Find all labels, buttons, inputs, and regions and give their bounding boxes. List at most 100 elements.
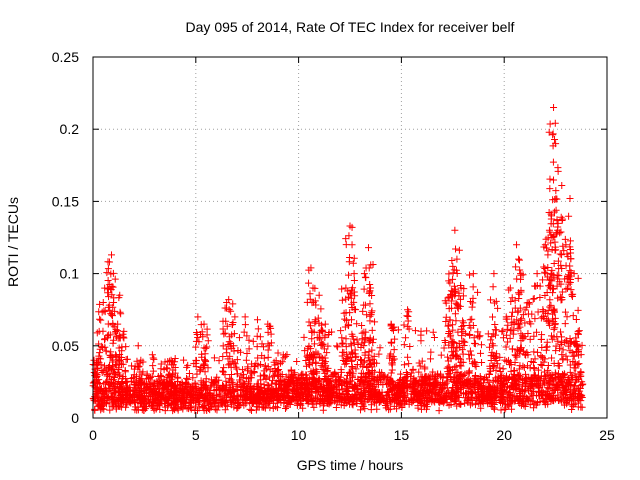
data-point bbox=[346, 222, 354, 230]
data-point bbox=[221, 398, 229, 406]
data-point bbox=[356, 356, 364, 364]
data-point bbox=[246, 405, 254, 413]
data-point bbox=[390, 402, 398, 410]
data-point bbox=[248, 407, 256, 415]
data-point bbox=[515, 290, 523, 298]
data-point bbox=[353, 385, 361, 393]
data-point bbox=[242, 397, 250, 405]
data-point bbox=[345, 232, 353, 240]
data-point bbox=[229, 392, 237, 400]
data-point bbox=[554, 226, 562, 234]
data-point bbox=[194, 406, 202, 414]
data-point bbox=[466, 347, 474, 355]
data-point bbox=[92, 383, 100, 391]
data-point bbox=[497, 374, 505, 382]
data-point bbox=[452, 353, 460, 361]
data-point bbox=[567, 249, 575, 257]
data-point bbox=[318, 341, 326, 349]
data-point bbox=[451, 226, 459, 234]
data-point bbox=[106, 281, 114, 289]
data-point bbox=[543, 396, 551, 404]
data-point bbox=[149, 354, 157, 362]
data-point bbox=[348, 384, 356, 392]
data-point bbox=[475, 399, 483, 407]
data-point bbox=[210, 396, 218, 404]
data-point bbox=[308, 388, 316, 396]
data-point bbox=[489, 351, 497, 359]
data-point bbox=[492, 366, 500, 374]
data-point bbox=[468, 303, 476, 311]
data-point bbox=[458, 373, 466, 381]
data-point bbox=[235, 376, 243, 384]
data-point bbox=[165, 374, 173, 382]
data-point bbox=[332, 404, 340, 412]
data-point bbox=[352, 365, 360, 373]
data-point bbox=[474, 288, 482, 296]
data-point bbox=[448, 344, 456, 352]
data-point bbox=[541, 241, 549, 249]
data-point bbox=[390, 346, 398, 354]
data-point bbox=[120, 327, 128, 335]
data-point bbox=[366, 300, 374, 308]
data-point bbox=[360, 328, 368, 336]
data-point bbox=[517, 372, 525, 380]
data-point bbox=[280, 354, 288, 362]
data-point bbox=[553, 282, 561, 290]
data-point bbox=[320, 378, 328, 386]
data-point bbox=[310, 328, 318, 336]
data-point bbox=[511, 296, 519, 304]
data-point bbox=[530, 348, 538, 356]
data-point bbox=[155, 396, 163, 404]
data-point bbox=[411, 382, 419, 390]
data-point bbox=[559, 215, 567, 223]
data-point bbox=[397, 399, 405, 407]
data-point bbox=[321, 334, 329, 342]
data-point bbox=[342, 309, 350, 317]
data-point bbox=[461, 399, 469, 407]
data-point bbox=[171, 355, 179, 363]
data-point bbox=[452, 362, 460, 370]
data-point bbox=[192, 343, 200, 351]
data-point bbox=[462, 390, 470, 398]
data-point bbox=[202, 378, 210, 386]
data-point bbox=[306, 375, 314, 383]
data-point bbox=[523, 348, 531, 356]
data-point bbox=[542, 346, 550, 354]
data-point bbox=[512, 352, 520, 360]
data-point bbox=[308, 335, 316, 343]
data-point bbox=[102, 377, 110, 385]
data-points bbox=[89, 104, 587, 415]
data-point bbox=[204, 337, 212, 345]
data-point bbox=[220, 330, 228, 338]
data-point bbox=[213, 383, 221, 391]
data-point bbox=[541, 291, 549, 299]
data-point bbox=[415, 377, 423, 385]
data-point bbox=[369, 335, 377, 343]
data-point bbox=[111, 307, 119, 315]
data-point bbox=[250, 395, 258, 403]
data-point bbox=[101, 384, 109, 392]
data-point bbox=[192, 359, 200, 367]
data-point bbox=[220, 364, 228, 372]
data-point bbox=[414, 391, 422, 399]
data-point bbox=[577, 351, 585, 359]
data-point bbox=[519, 397, 527, 405]
data-point bbox=[114, 320, 122, 328]
data-point bbox=[225, 306, 233, 314]
data-point bbox=[104, 276, 112, 284]
data-point bbox=[565, 212, 573, 220]
data-point bbox=[394, 378, 402, 386]
data-point bbox=[559, 242, 567, 250]
data-point bbox=[102, 347, 110, 355]
data-point bbox=[570, 386, 578, 394]
data-point bbox=[506, 334, 514, 342]
data-point bbox=[454, 328, 462, 336]
data-point bbox=[552, 187, 560, 195]
data-point bbox=[387, 369, 395, 377]
data-point bbox=[545, 128, 553, 136]
data-point bbox=[212, 377, 220, 385]
data-point bbox=[149, 367, 157, 375]
data-point bbox=[459, 328, 467, 336]
data-point bbox=[500, 380, 508, 388]
data-point bbox=[474, 328, 482, 336]
